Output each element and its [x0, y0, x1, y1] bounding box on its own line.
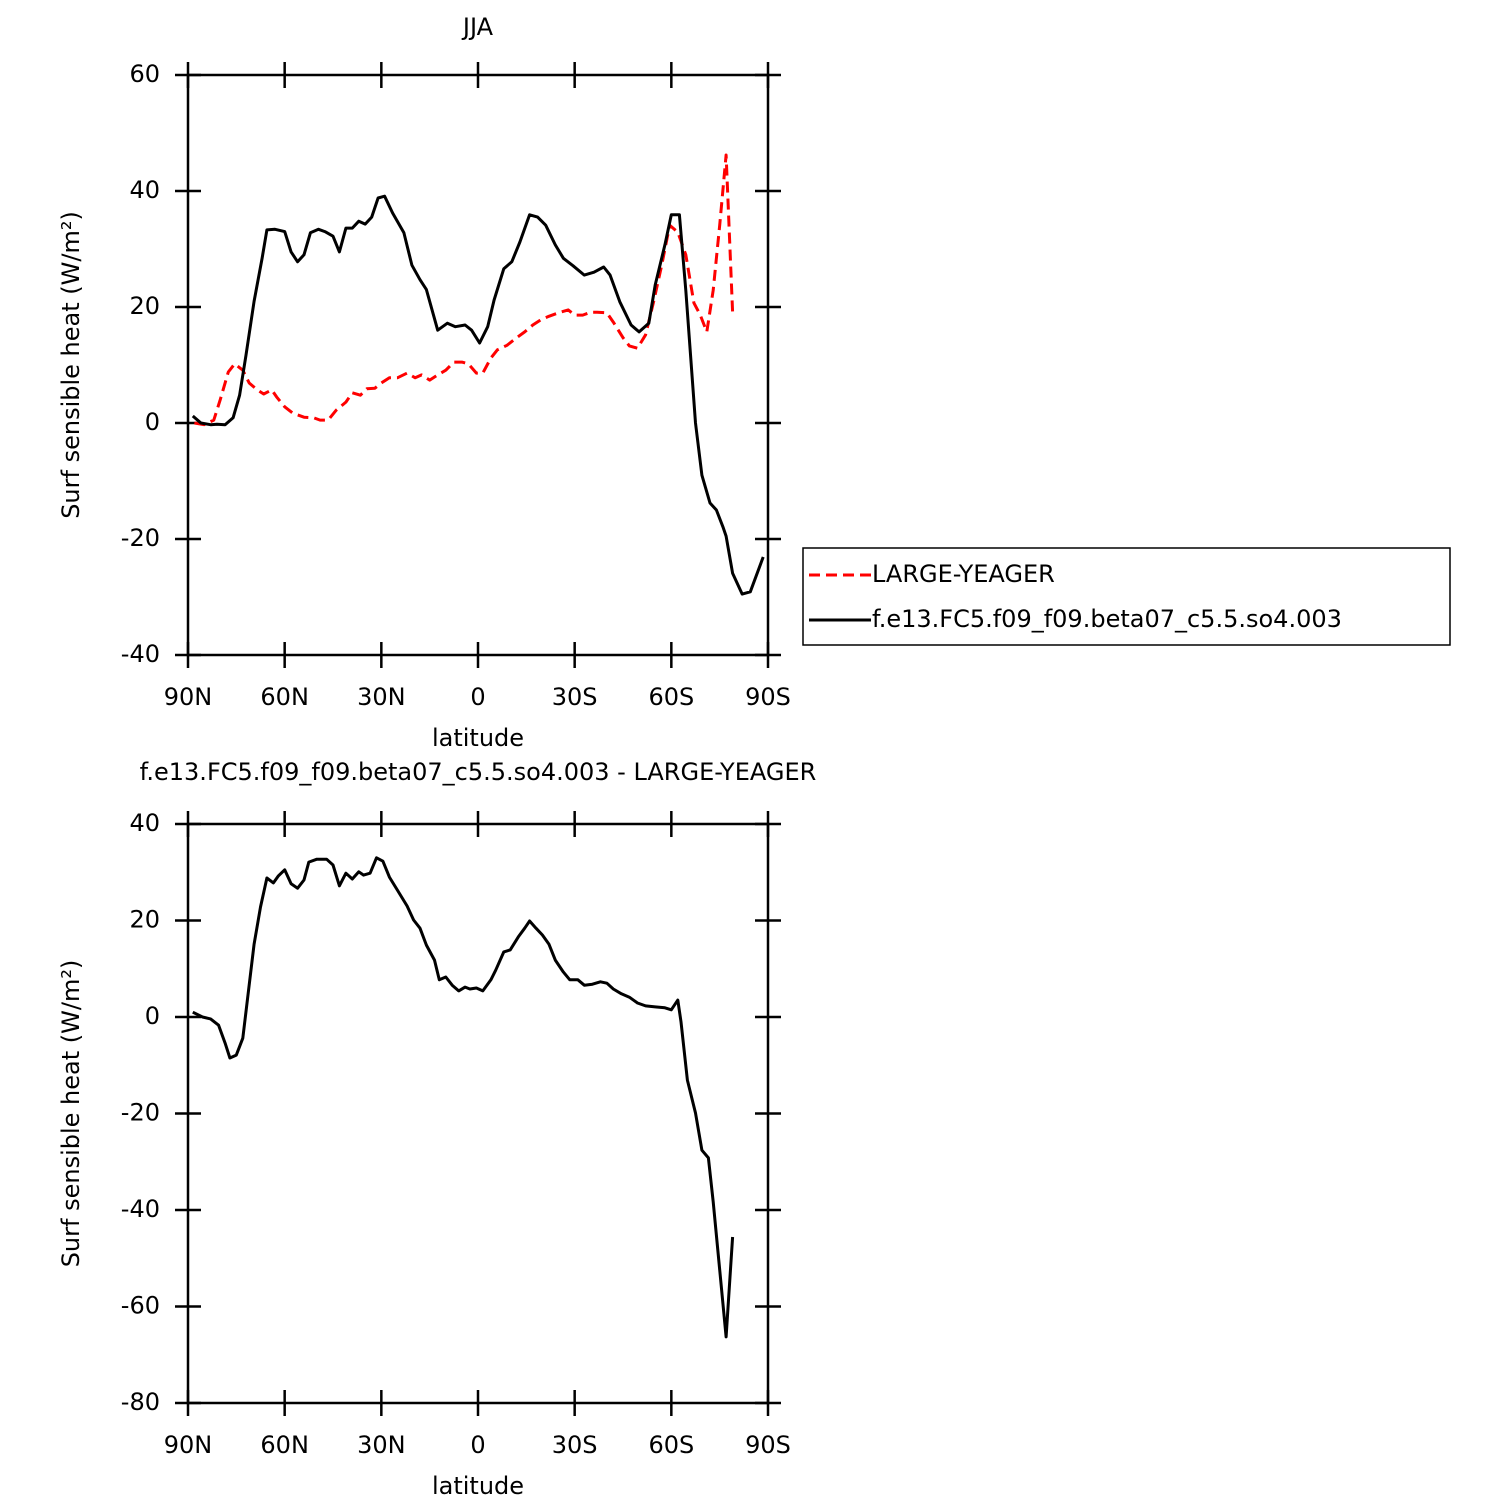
y-tick-label: 40 [129, 809, 160, 837]
x-tick-label: 30S [552, 683, 598, 711]
data-line [194, 153, 735, 427]
y-tick-label: 20 [129, 292, 160, 320]
legend-label: f.e13.FC5.f09_f09.beta07_c5.5.so4.003 [872, 605, 1342, 633]
data-line [192, 856, 735, 1339]
y-tick-label: 0 [145, 1002, 160, 1030]
x-tick-label: 90N [164, 1431, 213, 1459]
legend-label: LARGE-YEAGER [872, 560, 1055, 588]
x-tick-label: 30N [357, 1431, 406, 1459]
x-axis-label: latitude [432, 724, 524, 752]
x-tick-label: 30S [552, 1431, 598, 1459]
chart-title: JJA [461, 13, 494, 41]
x-tick-label: 60N [260, 683, 309, 711]
x-tick-label: 60N [260, 1431, 309, 1459]
y-axis-label: Surf sensible heat (W/m²) [57, 960, 85, 1268]
x-tick-label: 60S [648, 683, 694, 711]
legend-box [802, 547, 1451, 646]
y-tick-label: -60 [121, 1292, 160, 1320]
x-axis-label: latitude [432, 1472, 524, 1500]
y-axis-label: Surf sensible heat (W/m²) [57, 211, 85, 519]
x-tick-label: 90N [164, 683, 213, 711]
plot-frame [186, 73, 770, 657]
plot-frame [186, 822, 770, 1405]
y-tick-label: -80 [121, 1388, 160, 1416]
y-tick-label: -40 [121, 1195, 160, 1223]
y-tick-label: -40 [121, 640, 160, 668]
x-tick-label: 30N [357, 683, 406, 711]
y-tick-label: 20 [129, 906, 160, 934]
data-line [191, 194, 765, 596]
x-tick-label: 0 [470, 1431, 485, 1459]
y-tick-label: -20 [121, 1099, 160, 1127]
y-tick-label: -20 [121, 524, 160, 552]
x-tick-label: 0 [470, 683, 485, 711]
x-tick-label: 90S [745, 683, 791, 711]
y-tick-label: 60 [129, 60, 160, 88]
y-tick-label: 40 [129, 176, 160, 204]
y-tick-label: 0 [145, 408, 160, 436]
x-tick-label: 60S [648, 1431, 694, 1459]
chart-title: f.e13.FC5.f09_f09.beta07_c5.5.so4.003 - … [140, 758, 817, 786]
x-tick-label: 90S [745, 1431, 791, 1459]
